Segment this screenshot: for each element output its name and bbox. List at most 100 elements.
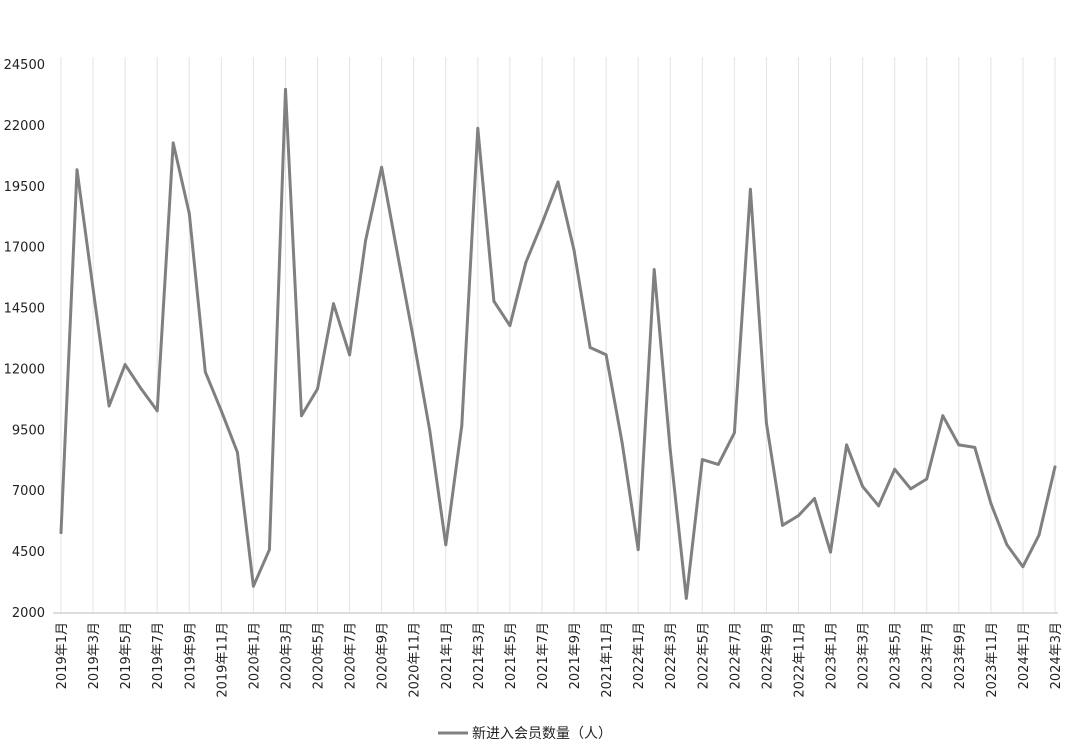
- legend: 新进入会员数量（人）: [438, 726, 612, 742]
- data-point: [668, 448, 672, 452]
- data-point: [620, 441, 624, 444]
- y-tick-label: 22000: [4, 119, 45, 134]
- data-point: [107, 404, 111, 408]
- x-axis-ticks: 2019年1月 2019年3月 2019年5月 2019年7月 2019年9月 2019年…: [55, 622, 1064, 698]
- data-point: [941, 414, 945, 418]
- data-point: [235, 450, 239, 454]
- data-point: [797, 514, 800, 517]
- data-point: [845, 443, 848, 447]
- x-tick-label: 2023年7月: [921, 622, 936, 689]
- y-tick-label: 12000: [4, 362, 45, 377]
- x-tick-label: 2021年5月: [504, 622, 519, 689]
- data-point: [556, 180, 560, 184]
- x-tick-label: 2020年9月: [376, 622, 391, 689]
- x-tick-label: 2023年3月: [857, 622, 872, 689]
- x-tick-label: 2024年1月: [1017, 622, 1032, 689]
- y-tick-label: 17000: [4, 241, 45, 256]
- data-point: [861, 484, 865, 488]
- data-point: [540, 221, 544, 225]
- data-point: [700, 458, 704, 461]
- data-point: [732, 431, 736, 435]
- data-point: [909, 487, 913, 491]
- x-tick-label: 2023年9月: [953, 622, 968, 689]
- data-point: [716, 463, 720, 466]
- data-point: [829, 550, 832, 554]
- data-point: [316, 387, 319, 391]
- legend-label: 新进入会员数量（人）: [472, 726, 612, 742]
- x-tick-label: 2022年7月: [728, 622, 743, 689]
- data-point: [251, 584, 255, 588]
- data-point: [139, 387, 143, 391]
- data-point: [1053, 465, 1057, 469]
- data-point: [1037, 533, 1041, 537]
- x-tick-label: 2022年9月: [760, 622, 775, 689]
- data-point: [1005, 543, 1009, 547]
- x-tick-label: 2023年11月: [985, 622, 1000, 698]
- x-tick-label: 2019年11月: [215, 622, 230, 698]
- x-tick-label: 2021年9月: [568, 622, 583, 689]
- x-tick-label: 2024年3月: [1049, 622, 1064, 689]
- x-tick-label: 2020年11月: [408, 622, 423, 698]
- x-tick-label: 2023年5月: [889, 622, 904, 689]
- x-tick-label: 2019年5月: [119, 622, 134, 689]
- data-point: [59, 531, 63, 535]
- y-axis-ticks: 2000 4500 7000 9500 12000 14500 17000 19500 2200…: [4, 58, 45, 621]
- x-tick-label: 2019年7月: [151, 622, 166, 689]
- data-point: [412, 338, 416, 342]
- y-tick-label: 7000: [12, 484, 45, 499]
- x-tick-label: 2022年11月: [792, 622, 807, 698]
- data-point: [781, 523, 784, 527]
- y-tick-label: 9500: [12, 423, 45, 438]
- x-tick-label: 2022年3月: [664, 622, 679, 689]
- data-point: [187, 212, 191, 215]
- x-tick-label: 2019年1月: [55, 622, 70, 689]
- data-point: [91, 287, 95, 291]
- data-point: [444, 543, 448, 547]
- data-point: [524, 260, 528, 264]
- data-point: [396, 253, 400, 257]
- x-tick-label: 2020年3月: [279, 622, 294, 689]
- data-point: [925, 477, 929, 481]
- data-point: [332, 302, 335, 306]
- x-tick-label: 2020年1月: [247, 622, 262, 689]
- data-point: [652, 268, 656, 271]
- x-tick-label: 2021年11月: [600, 622, 615, 698]
- data-point: [155, 409, 159, 413]
- y-tick-label: 4500: [12, 545, 45, 560]
- data-point: [572, 248, 576, 252]
- y-tick-label: 24500: [4, 58, 45, 73]
- y-tick-label: 2000: [12, 606, 45, 621]
- data-point: [893, 467, 897, 471]
- data-point: [1021, 565, 1025, 569]
- data-point: [588, 346, 592, 349]
- data-point: [877, 504, 881, 508]
- x-tick-label: 2022年5月: [696, 622, 711, 689]
- x-tick-label: 2020年5月: [312, 622, 327, 689]
- data-point: [492, 299, 496, 303]
- data-point: [636, 548, 640, 552]
- x-tick-label: 2023年1月: [825, 622, 840, 689]
- x-tick-label: 2019年3月: [87, 622, 102, 689]
- data-point: [380, 165, 384, 169]
- x-tick-label: 2020年7月: [344, 622, 359, 689]
- y-tick-label: 19500: [4, 180, 45, 195]
- data-point: [476, 126, 480, 130]
- data-point: [813, 497, 816, 500]
- data-point: [284, 87, 287, 91]
- data-point: [748, 187, 752, 191]
- data-point: [75, 168, 79, 172]
- x-tick-label: 2019年9月: [183, 622, 198, 689]
- data-point: [219, 409, 223, 413]
- y-tick-label: 14500: [4, 302, 45, 317]
- data-point: [684, 596, 688, 600]
- data-point: [508, 324, 512, 328]
- series-line: [59, 87, 1057, 600]
- data-point: [989, 502, 993, 505]
- x-tick-label: 2021年3月: [472, 622, 487, 689]
- grid-lines: [60, 57, 1056, 613]
- x-tick-label: 2021年1月: [440, 622, 455, 689]
- data-point: [604, 353, 608, 357]
- data-point: [957, 443, 961, 447]
- series-layer: [59, 87, 1057, 600]
- data-point: [364, 238, 368, 242]
